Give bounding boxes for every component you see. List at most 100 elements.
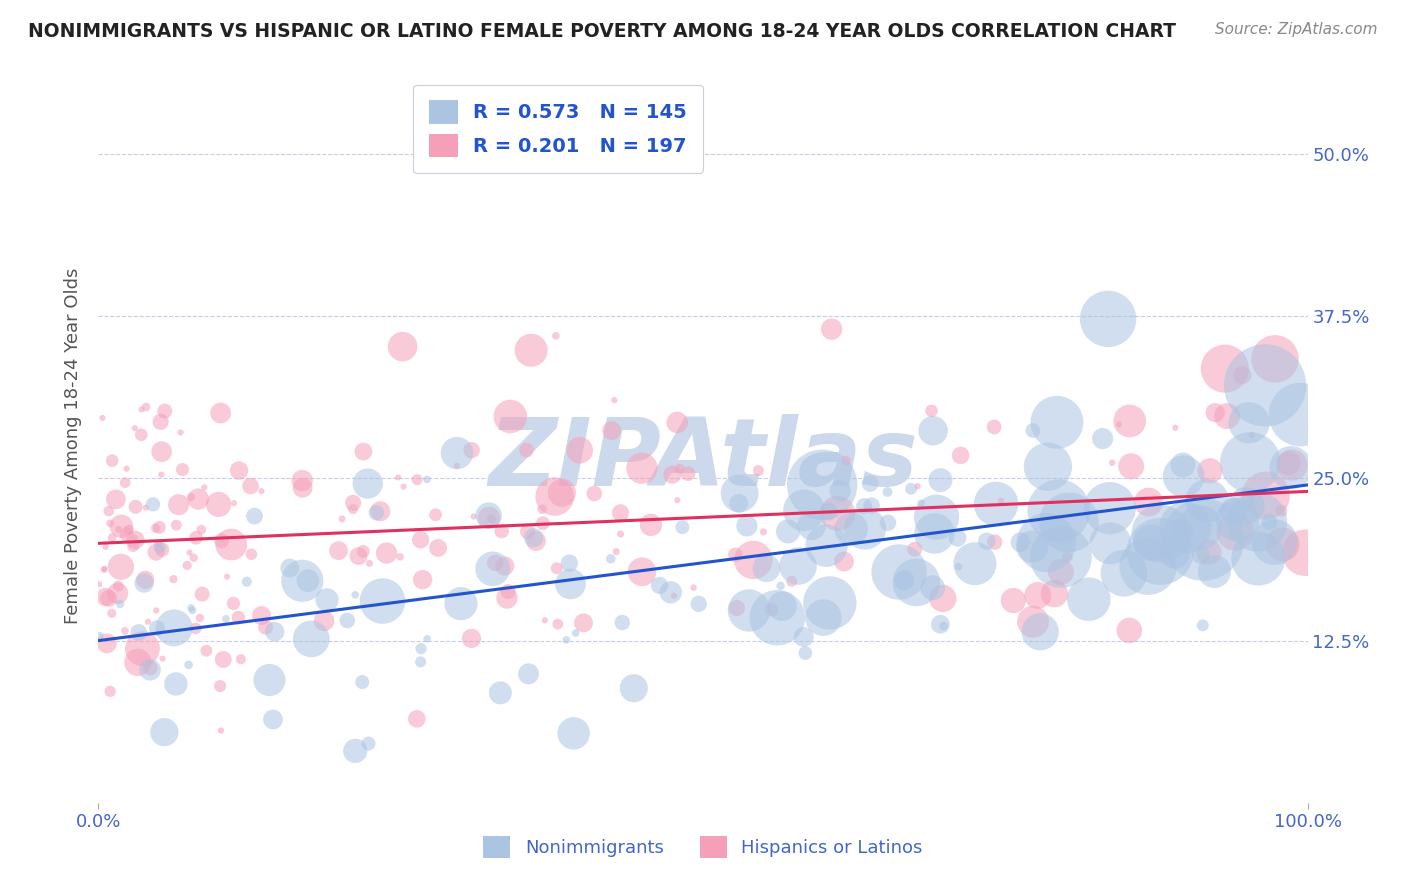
Point [146,536,169,550]
Point [877,516,900,530]
Text: Source: ZipAtlas.com: Source: ZipAtlas.com [1215,22,1378,37]
Point [568,443,591,458]
Point [177,657,200,672]
Point [222,596,245,610]
Point [929,473,952,487]
Point [211,533,233,548]
Point [93,563,115,577]
Point [110,559,132,574]
Point [922,424,945,438]
Point [1035,535,1057,549]
Point [1189,548,1212,562]
Point [122,539,145,553]
Point [531,502,554,516]
Point [107,579,129,593]
Point [752,524,775,539]
Point [180,601,202,615]
Point [1188,520,1211,534]
Point [1264,351,1286,366]
Point [135,500,157,515]
Point [101,531,124,545]
Point [391,340,413,354]
Point [659,585,682,599]
Point [560,577,582,591]
Point [162,572,184,586]
Point [93,562,115,576]
Text: NONIMMIGRANTS VS HISPANIC OR LATINO FEMALE POVERTY AMONG 18-24 YEAR OLDS CORRELA: NONIMMIGRANTS VS HISPANIC OR LATINO FEMA… [28,22,1177,41]
Point [761,603,783,617]
Point [1118,624,1140,638]
Point [352,675,374,690]
Point [135,400,157,414]
Point [169,425,191,440]
Point [727,496,749,510]
Point [555,632,578,647]
Point [1099,536,1122,550]
Point [104,492,127,507]
Point [209,406,232,420]
Point [1294,546,1316,560]
Point [243,509,266,524]
Point [1197,494,1219,508]
Point [609,506,631,520]
Point [666,493,689,508]
Point [948,559,970,574]
Point [114,624,136,638]
Point [110,519,132,533]
Point [124,533,146,547]
Point [342,502,364,516]
Point [184,621,207,635]
Point [460,443,482,458]
Point [893,574,915,588]
Point [813,610,835,624]
Point [94,540,117,554]
Point [1140,535,1163,549]
Point [544,328,567,343]
Point [648,578,671,592]
Point [853,499,876,513]
Point [259,673,281,687]
Point [146,621,169,635]
Point [215,612,238,626]
Point [1047,504,1070,518]
Legend: Nonimmigrants, Hispanics or Latinos: Nonimmigrants, Hispanics or Latinos [477,829,929,865]
Point [520,343,543,358]
Point [228,610,250,624]
Point [1247,551,1270,566]
Point [366,506,388,520]
Point [412,573,434,587]
Point [1198,545,1220,559]
Point [129,427,152,442]
Point [612,615,634,630]
Point [496,591,519,605]
Point [184,531,207,545]
Point [172,462,194,476]
Point [1077,592,1099,607]
Point [1112,566,1135,581]
Point [291,474,314,488]
Point [139,661,162,675]
Point [517,666,540,681]
Point [1043,587,1066,601]
Point [179,545,201,559]
Point [1226,513,1249,527]
Point [900,482,922,496]
Point [124,500,146,514]
Point [96,636,118,650]
Point [1029,624,1052,639]
Point [219,537,242,551]
Point [1237,416,1260,430]
Point [990,493,1012,508]
Point [98,684,121,698]
Point [793,503,815,517]
Point [478,508,501,523]
Point [1149,526,1171,541]
Point [446,458,468,473]
Point [215,569,238,583]
Point [406,473,429,487]
Point [811,477,834,491]
Point [131,641,153,656]
Point [101,453,124,467]
Point [188,611,211,625]
Point [89,577,111,591]
